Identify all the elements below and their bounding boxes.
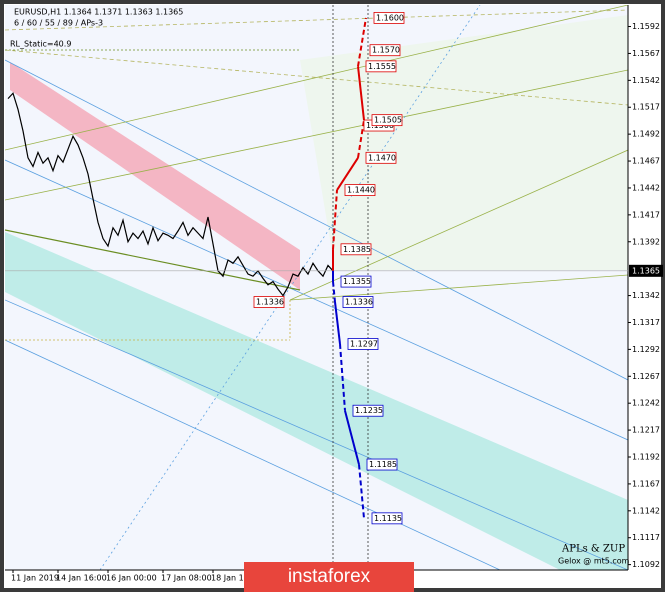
- target-box: [365, 151, 397, 164]
- y-tick-label: 1.1417: [632, 210, 660, 219]
- drawings: [5, 5, 628, 570]
- target-leg: [344, 410, 360, 465]
- target-label: 1.1135: [374, 514, 402, 523]
- target-label: 1.1440: [347, 186, 375, 195]
- target-box: [366, 458, 398, 471]
- target-box: [347, 338, 379, 350]
- y-tick-label: 1.1142: [632, 506, 660, 515]
- target-label: 1.1505: [374, 116, 402, 125]
- logo: instaforex: [244, 562, 414, 592]
- target-label: 1.1297: [350, 340, 378, 349]
- watermark-sub: Gelox @ mt5.com: [558, 557, 630, 566]
- target-leg: [357, 119, 365, 158]
- target-box: [371, 512, 403, 525]
- channel-line: [5, 159, 628, 441]
- channel-line: [5, 339, 501, 570]
- y-tick-label: 1.1567: [632, 49, 660, 58]
- current-price-label: 1.1365: [632, 266, 660, 275]
- target-leg: [332, 190, 338, 250]
- fan-line: [289, 274, 628, 301]
- target-leg: [334, 301, 341, 345]
- target-box: [352, 404, 384, 417]
- symbol-line: EURUSD,H1 1.1364 1.1371 1.1363 1.1365: [14, 8, 183, 17]
- y-tick-label: 1.1542: [632, 76, 660, 85]
- y-tick-label: 1.1467: [632, 157, 660, 166]
- target-label: 1.1470: [368, 153, 396, 162]
- target-label: 1.1355: [343, 277, 371, 286]
- target-box: [340, 275, 372, 288]
- y-tick-label: 1.1217: [632, 426, 660, 435]
- y-tick-label: 1.1342: [632, 291, 660, 300]
- x-tick-label: 14 Jan 16:00: [56, 574, 107, 583]
- target-label: 1.1185: [369, 460, 397, 469]
- rl-static: RL_Static=40.9: [10, 40, 71, 49]
- y-tick-label: 1.1092: [632, 560, 660, 569]
- target-leg: [358, 464, 365, 519]
- target-label: 1.1336: [345, 298, 373, 307]
- fan-line: [5, 69, 628, 201]
- fan-line: [5, 5, 628, 151]
- channel-line: [5, 59, 628, 381]
- target-box: [371, 114, 403, 127]
- indicator-line: 6 / 60 / 55 / 89 / APs-3: [14, 19, 103, 28]
- y-tick-label: 1.1267: [632, 372, 660, 381]
- target-box: [340, 243, 372, 256]
- target-label: 1.1235: [355, 406, 383, 415]
- y-tick-label: 1.1192: [632, 453, 660, 462]
- y-tick-label: 1.1392: [632, 237, 660, 246]
- low-box: [253, 296, 285, 308]
- x-tick-label: 16 Jan 00:00: [106, 574, 157, 583]
- target-box: [365, 60, 397, 73]
- y-tick-label: 1.1167: [632, 479, 660, 488]
- x-tick-label: 17 Jan 08:00: [161, 574, 212, 583]
- pink-band: [10, 62, 300, 290]
- target-box: [344, 184, 376, 197]
- target-box: [373, 12, 405, 24]
- fan-line: [99, 5, 481, 570]
- price-line: [7, 92, 334, 297]
- target-leg: [332, 281, 336, 303]
- y-tick-label: 1.1492: [632, 130, 660, 139]
- y-tick-label: 1.1242: [632, 399, 660, 408]
- trend-line: [5, 229, 301, 291]
- y-tick-label: 1.1442: [632, 183, 660, 192]
- x-tick-label: 18 Jan 16:00: [211, 574, 262, 583]
- y-tick-label: 1.1517: [632, 103, 660, 112]
- target-box: [369, 44, 401, 57]
- y-tick-label: 1.1592: [632, 22, 660, 31]
- channel-line: [5, 299, 628, 570]
- watermark: APLs & ZUP: [561, 544, 625, 555]
- target-label: 1.1570: [372, 46, 400, 55]
- x-tick-label: 11 Jan 2019: [11, 574, 59, 583]
- fan-line: [289, 149, 628, 301]
- zone: [300, 15, 628, 270]
- y-tick-label: 1.1292: [632, 345, 660, 354]
- fan-line: [5, 49, 628, 106]
- target-leg: [336, 157, 359, 191]
- target-box: [342, 296, 374, 308]
- target-leg: [357, 66, 365, 121]
- fan-line: [5, 9, 628, 31]
- low-label: 1.1336: [256, 298, 284, 307]
- target-label: 1.1555: [368, 62, 396, 71]
- y-tick-label: 1.1317: [632, 318, 660, 327]
- cyan-band: [5, 232, 628, 570]
- y-tick-label: 1.1117: [632, 533, 660, 542]
- current-price-box: [629, 264, 663, 277]
- target-label: 1.1385: [343, 245, 371, 254]
- target-leg: [357, 17, 367, 67]
- target-label: 1.1600: [376, 13, 404, 22]
- target-leg: [339, 343, 346, 411]
